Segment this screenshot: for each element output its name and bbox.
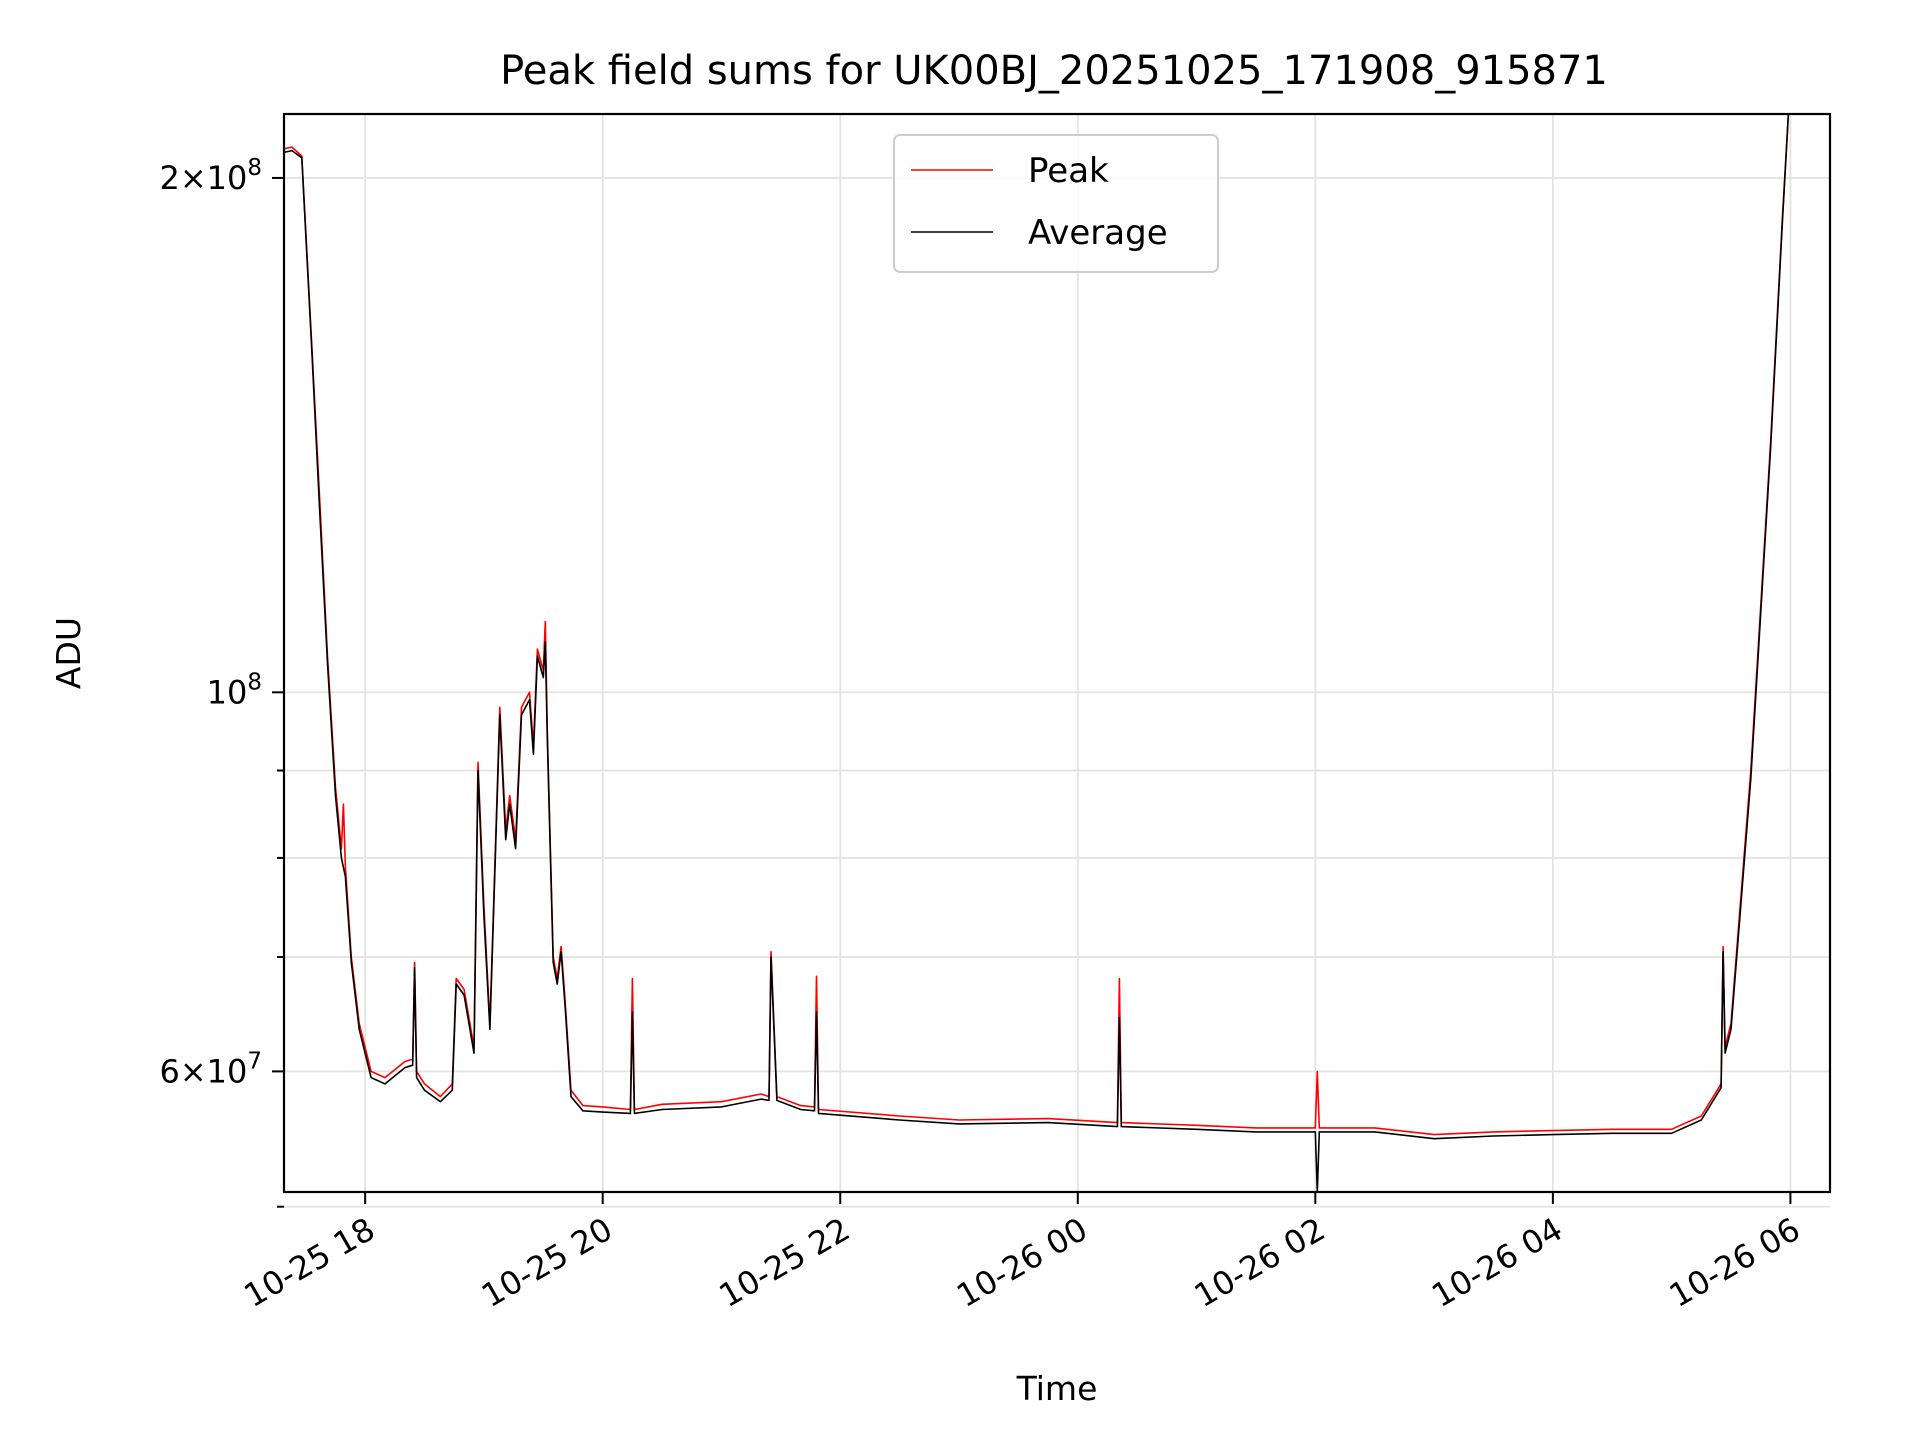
- plot-frame: [282, 112, 1832, 1194]
- plot-area: [284, 114, 1790, 1192]
- grid: [284, 114, 1830, 1208]
- series-line-average: [284, 114, 1790, 1192]
- legend: Peak Average: [893, 134, 1219, 273]
- y-axis-label: ADU: [49, 617, 88, 689]
- legend-label-average: Average: [1028, 213, 1168, 253]
- chart-title: Peak field sums for UK00BJ_20251025_1719…: [500, 48, 1608, 94]
- y-tick-label: 2×108: [159, 155, 262, 197]
- x-axis-label: Time: [1016, 1369, 1098, 1408]
- legend-label-peak: Peak: [1028, 151, 1109, 191]
- y-tick-label: 6×107: [159, 1048, 262, 1090]
- y-tick-label: 108: [207, 669, 262, 711]
- y-axis: 2×108 108 6×107: [159, 155, 284, 1208]
